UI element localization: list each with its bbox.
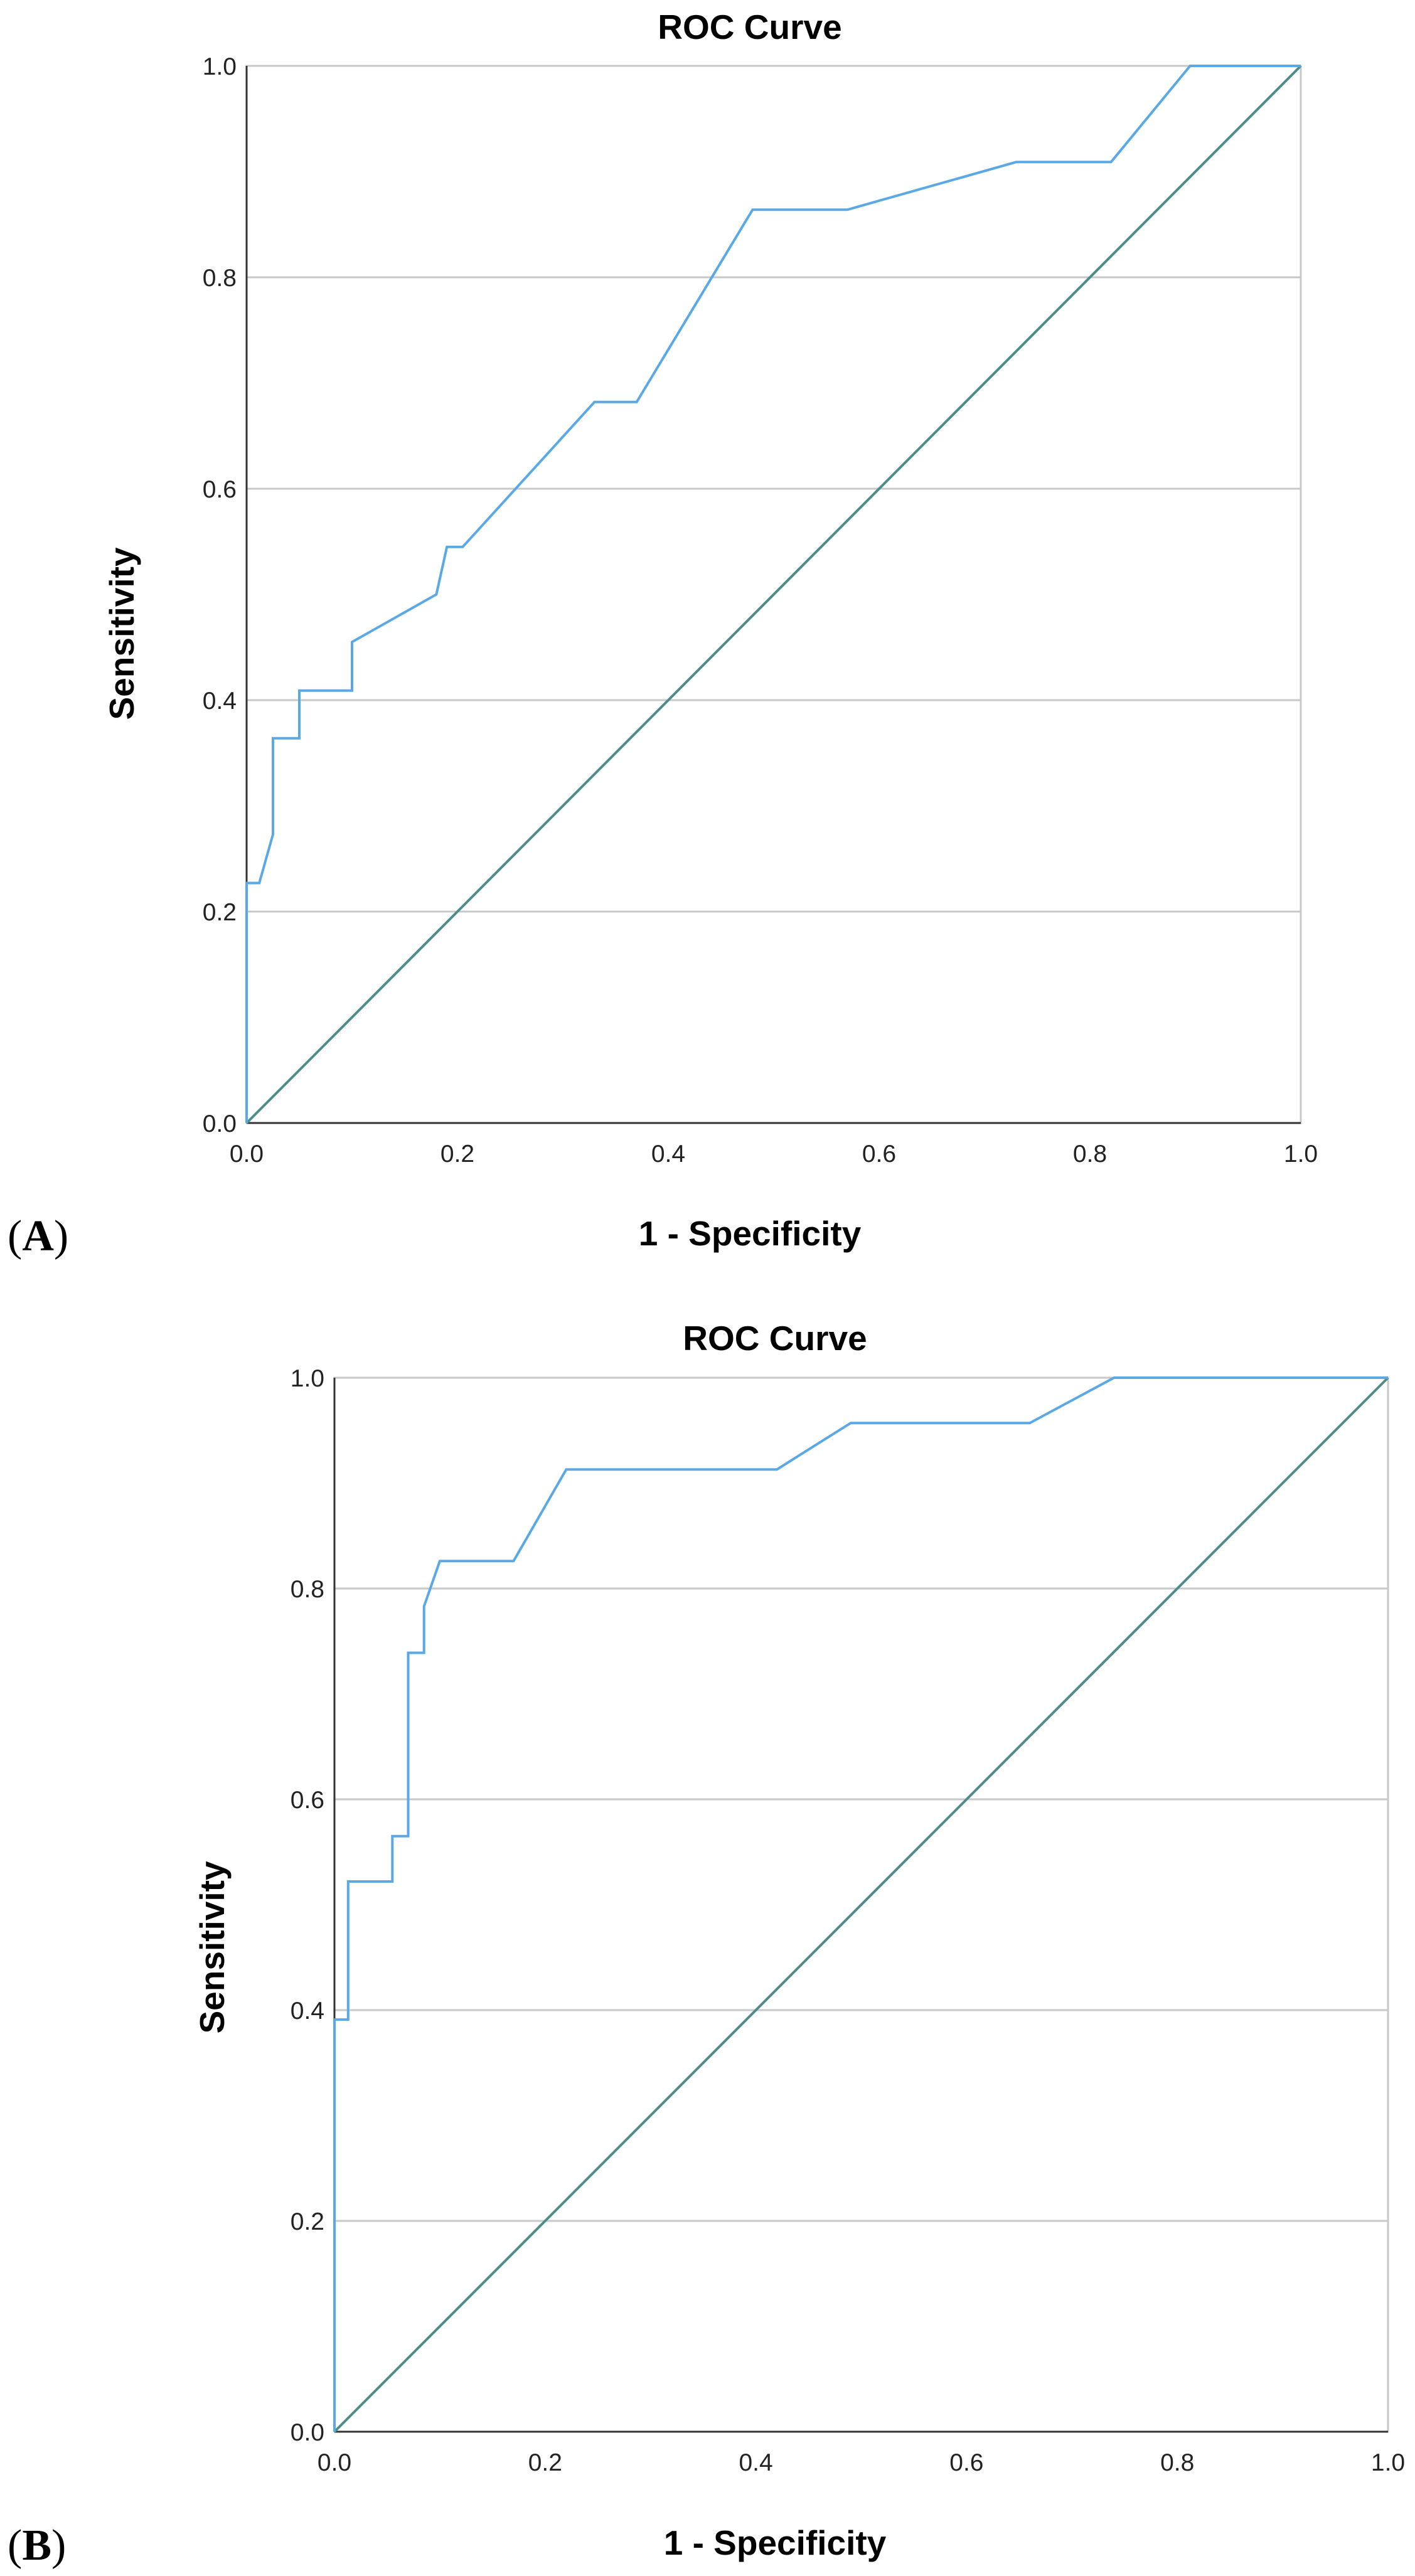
x-tick-label: 0.0 bbox=[230, 1141, 264, 1168]
chart-title: ROC Curve bbox=[683, 1319, 867, 1358]
roc-curve-path bbox=[245, 65, 1301, 1123]
x-tick-label: 0.6 bbox=[949, 2449, 983, 2476]
grid-lines bbox=[334, 1587, 1388, 2222]
y-tick-label: 0.8 bbox=[291, 1576, 324, 1603]
roc-curve bbox=[333, 1376, 1388, 2432]
y-tick-label: 0.8 bbox=[203, 265, 237, 292]
x-tick-label: 0.0 bbox=[318, 2449, 351, 2476]
x-tick-label: 0.2 bbox=[528, 2449, 562, 2476]
y-tick-label: 0.2 bbox=[291, 2208, 324, 2235]
grid-lines bbox=[247, 276, 1301, 913]
x-axis-label: 1 - Specificity bbox=[664, 2523, 887, 2562]
y-tick-label: 0.4 bbox=[291, 1998, 324, 2025]
x-tick-labels: 0.0 0.2 0.4 0.6 0.8 1.0 bbox=[230, 1141, 1318, 1168]
x-tick-label: 1.0 bbox=[1284, 1141, 1318, 1168]
x-tick-label: 0.4 bbox=[651, 1141, 685, 1168]
roc-curve-path bbox=[333, 1376, 1388, 2432]
reference-line-path bbox=[333, 1376, 1389, 2433]
y-tick-labels: 0.0 0.2 0.4 0.6 0.8 1.0 bbox=[203, 53, 237, 1137]
chart-panel-a: ROC Curve 0.00.20.40.60.81.0 0.0 0.2 0.4 0.… bbox=[8, 8, 1318, 1260]
y-tick-label: 0.6 bbox=[291, 1787, 324, 1814]
reference-line bbox=[245, 65, 1302, 1124]
y-axis-label: Sensitivity bbox=[193, 1861, 232, 2034]
reference-line-path bbox=[245, 65, 1302, 1124]
x-tick-label: 0.4 bbox=[739, 2449, 772, 2476]
panel-label: (B) bbox=[8, 2521, 66, 2570]
x-tick-label: 0.8 bbox=[1160, 2449, 1194, 2476]
x-tick-labels: 0.0 0.2 0.4 0.6 0.8 1.0 bbox=[318, 2449, 1405, 2476]
y-tick-label: 0.0 bbox=[203, 1110, 237, 1137]
y-tick-label: 1.0 bbox=[291, 1365, 324, 1392]
y-tick-label: 0.4 bbox=[203, 688, 237, 715]
y-tick-label: 0.0 bbox=[291, 2419, 324, 2446]
chart-title: ROC Curve bbox=[658, 8, 841, 46]
x-tick-label: 0.8 bbox=[1073, 1141, 1107, 1168]
x-tick-label: 0.2 bbox=[441, 1141, 474, 1168]
y-tick-label: 0.6 bbox=[203, 476, 237, 503]
plot-frame bbox=[245, 65, 1302, 1124]
y-tick-label: 1.0 bbox=[203, 53, 237, 80]
y-tick-label: 0.2 bbox=[203, 899, 237, 926]
x-axis-label: 1 - Specificity bbox=[639, 1214, 862, 1253]
panel-label: (A) bbox=[8, 1212, 68, 1260]
roc-curve bbox=[245, 65, 1301, 1123]
y-axis-label: Sensitivity bbox=[102, 547, 141, 720]
y-tick-labels: 0.0 0.2 0.4 0.6 0.8 1.0 bbox=[291, 1365, 324, 2446]
x-tick-label: 1.0 bbox=[1371, 2449, 1405, 2476]
chart-panel-b: ROC Curve 0.00.20.40.60.81.0 0.0 0.2 0.4 0.… bbox=[8, 1319, 1405, 2570]
reference-line bbox=[333, 1376, 1389, 2433]
x-tick-label: 0.6 bbox=[862, 1141, 896, 1168]
